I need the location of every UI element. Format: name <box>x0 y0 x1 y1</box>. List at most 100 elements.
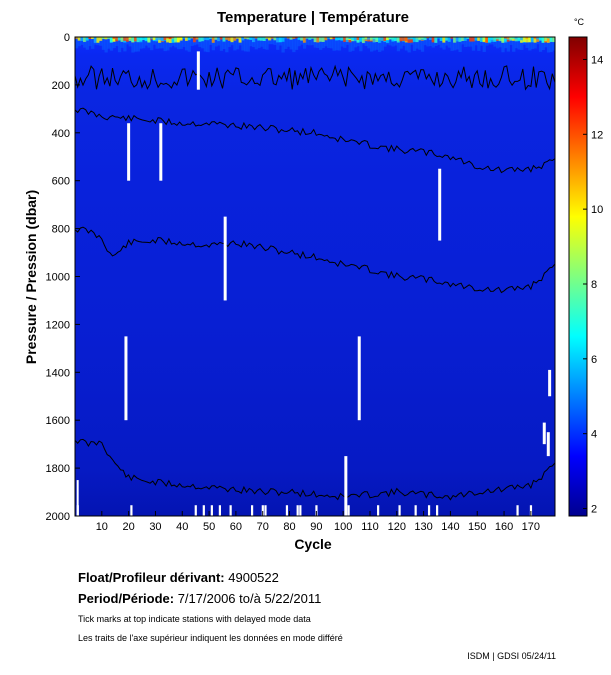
surface-warm-cell <box>530 37 535 43</box>
surface-column <box>324 37 328 47</box>
surface-warm-cell <box>115 37 119 42</box>
surface-warm-cell <box>356 37 360 41</box>
surface-warm-cell <box>171 37 175 39</box>
surface-warm-cell <box>426 37 430 39</box>
surface-warm-cell <box>396 37 401 43</box>
surface-warm-cell <box>428 37 433 40</box>
surface-column <box>294 37 299 50</box>
surface-warm-cell <box>96 37 100 43</box>
x-tick-label: 30 <box>149 521 161 533</box>
surface-column <box>91 37 95 49</box>
surface-warm-cell <box>469 37 473 42</box>
y-tick-label: 2000 <box>46 511 70 523</box>
surface-column <box>144 37 149 46</box>
surface-column <box>391 37 395 47</box>
surface-column <box>450 37 454 51</box>
surface-column <box>179 37 183 49</box>
surface-warm-cell <box>104 37 108 40</box>
surface-column <box>187 37 191 52</box>
surface-column <box>463 37 468 48</box>
surface-column <box>195 37 199 45</box>
surface-column <box>501 37 505 53</box>
y-tick-label: 600 <box>52 176 70 188</box>
chart-title: Temperature | Température <box>217 9 409 26</box>
missing-data-gap <box>229 505 232 516</box>
surface-warm-cell <box>383 37 387 42</box>
period-line: Period/Période: 7/17/2006 to/à 5/22/2011 <box>78 591 321 606</box>
surface-warm-cell <box>166 37 170 43</box>
surface-warm-cell <box>337 37 342 41</box>
surface-warm-cell <box>179 37 183 41</box>
surface-column <box>458 37 462 52</box>
y-tick-label: 200 <box>52 80 70 92</box>
surface-warm-cell <box>316 37 320 43</box>
surface-warm-cell <box>490 37 494 40</box>
surface-column <box>270 37 275 45</box>
surface-column <box>426 37 430 47</box>
colorbar <box>568 36 588 517</box>
missing-data-gap <box>542 422 546 445</box>
surface-warm-cell <box>201 37 205 42</box>
surface-column <box>316 37 320 49</box>
surface-warm-cell <box>276 37 280 43</box>
surface-column <box>319 37 323 50</box>
surface-column <box>337 37 342 51</box>
surface-warm-cell <box>243 37 248 39</box>
colorbar-tick-label: 14 <box>591 54 603 66</box>
surface-column <box>530 37 535 49</box>
surface-warm-cell <box>549 37 553 42</box>
y-tick-label: 1000 <box>46 272 70 284</box>
surface-column <box>399 37 403 49</box>
surface-warm-cell <box>88 37 92 39</box>
surface-column <box>466 37 470 47</box>
contour-line <box>75 438 555 501</box>
surface-warm-cell <box>402 37 406 41</box>
surface-column <box>184 37 189 51</box>
surface-warm-cell <box>367 37 371 40</box>
surface-warm-cell <box>142 37 146 39</box>
x-tick-label: 150 <box>468 521 486 533</box>
surface-warm-cell <box>493 37 497 42</box>
surface-column <box>329 37 334 49</box>
surface-column <box>246 37 250 52</box>
surface-warm-cell <box>171 37 175 43</box>
surface-column <box>276 37 280 50</box>
surface-warm-cell <box>109 37 114 43</box>
surface-warm-cell <box>249 37 253 40</box>
surface-warm-cell <box>158 37 162 41</box>
surface-warm-cell <box>450 37 454 39</box>
missing-data-gap <box>76 480 79 516</box>
x-tick-label: 60 <box>230 521 242 533</box>
surface-warm-cell <box>235 37 240 39</box>
surface-column <box>289 37 293 50</box>
missing-data-gap <box>548 369 552 397</box>
surface-warm-cell <box>107 37 111 39</box>
surface-column <box>445 37 449 46</box>
x-tick-label: 40 <box>176 521 188 533</box>
surface-warm-cell <box>332 37 336 40</box>
x-tick-label: 120 <box>388 521 406 533</box>
surface-warm-cell <box>496 37 500 40</box>
surface-column <box>297 37 301 47</box>
surface-column <box>407 37 411 53</box>
surface-column <box>109 37 114 51</box>
surface-warm-cell <box>294 37 299 39</box>
x-tick-label: 160 <box>495 521 513 533</box>
surface-warm-cell <box>217 37 221 42</box>
surface-warm-cell <box>501 37 505 43</box>
surface-column <box>394 37 398 46</box>
surface-column <box>533 37 537 49</box>
surface-warm-cell <box>241 37 245 41</box>
surface-warm-cell <box>351 37 355 41</box>
surface-column <box>75 37 79 49</box>
surface-column <box>423 37 427 46</box>
surface-warm-cell <box>509 37 513 41</box>
surface-column <box>520 37 524 50</box>
surface-warm-cell <box>225 37 229 40</box>
surface-warm-cell <box>375 37 379 40</box>
surface-warm-cell <box>128 37 132 39</box>
surface-column <box>332 37 336 51</box>
surface-warm-cell <box>437 37 441 39</box>
surface-warm-cell <box>284 37 288 39</box>
